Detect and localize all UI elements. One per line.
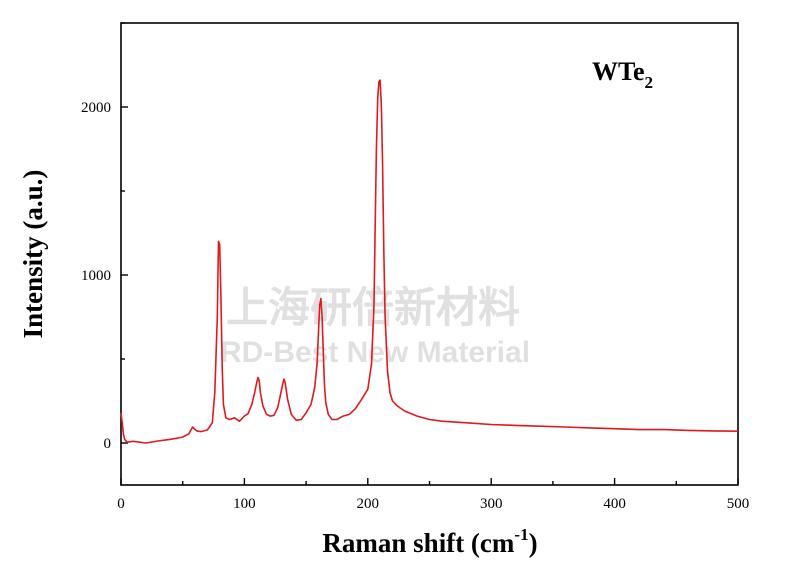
watermark: 上海研倍新材料 RD-Best New Material — [220, 283, 530, 369]
x-axis-title-main: Raman shift (cm — [322, 528, 514, 558]
annotation-base: WTe — [592, 57, 645, 86]
annotation-sub: 2 — [645, 73, 654, 92]
annotation-label: WTe2 — [592, 57, 653, 92]
y-tick-label: 2000 — [81, 100, 111, 116]
y-tick-label: 0 — [104, 436, 112, 452]
x-tick-label: 200 — [357, 496, 380, 512]
x-axis-title-sup: -1 — [514, 525, 528, 544]
x-axis-title-tail: ) — [529, 528, 538, 558]
x-tick-label: 500 — [727, 496, 750, 512]
y-axis-title: Intensity (a.u.) — [18, 170, 48, 339]
x-tick-label: 100 — [233, 496, 256, 512]
y-tick-label: 1000 — [81, 268, 111, 284]
axis-ticks — [120, 22, 739, 485]
x-tick-label: 0 — [117, 496, 125, 512]
series-line — [120, 79, 739, 444]
watermark-en: RD-Best New Material — [220, 336, 530, 369]
x-tick-label: 400 — [603, 496, 626, 512]
tick-labels: 0 100 200 300 400 500 0 1000 2000 — [81, 100, 749, 512]
x-axis-title: Raman shift (cm-1) — [322, 525, 537, 558]
x-tick-label: 300 — [480, 496, 503, 512]
